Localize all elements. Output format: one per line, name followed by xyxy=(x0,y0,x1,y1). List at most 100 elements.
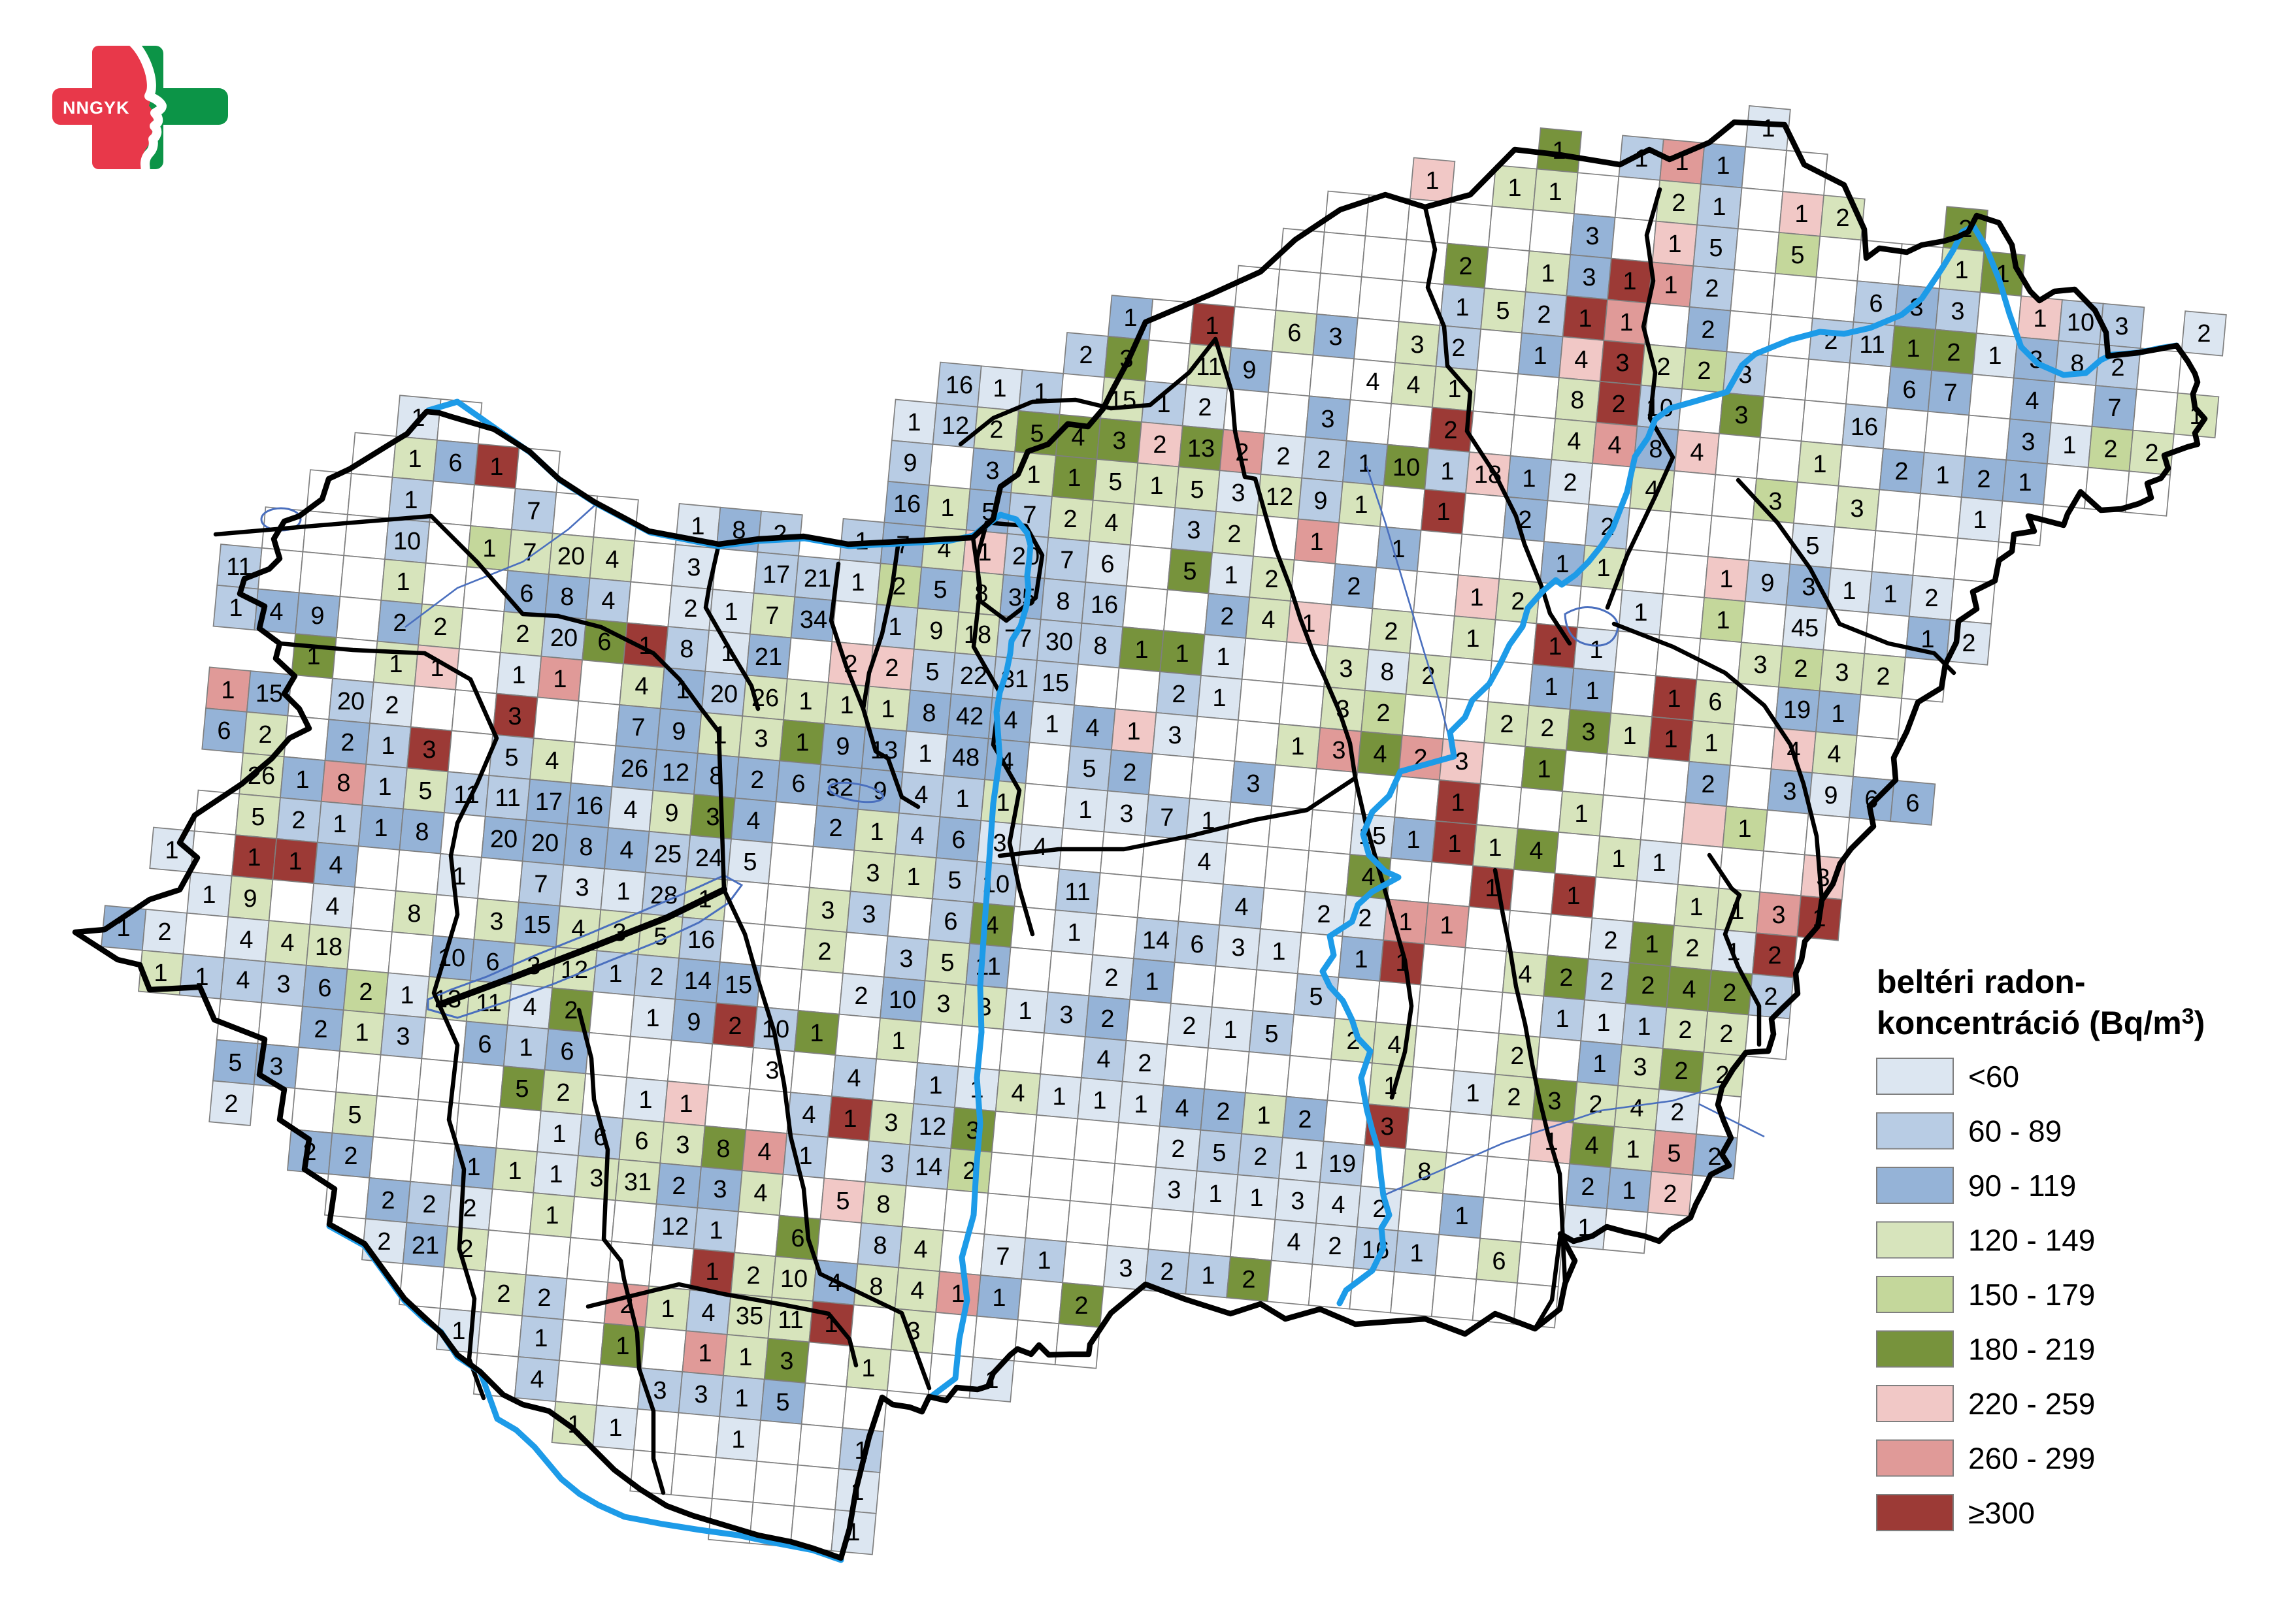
svg-text:1: 1 xyxy=(1409,1240,1423,1267)
svg-text:3: 3 xyxy=(993,830,1006,857)
svg-text:4: 4 xyxy=(753,1180,767,1207)
svg-text:2: 2 xyxy=(1328,1233,1342,1260)
svg-text:1: 1 xyxy=(1973,506,1986,534)
svg-text:6: 6 xyxy=(448,449,462,477)
svg-text:2: 2 xyxy=(1685,935,1699,962)
svg-text:3: 3 xyxy=(765,1057,779,1084)
svg-text:2: 2 xyxy=(1894,458,1908,485)
svg-text:4: 4 xyxy=(1373,741,1387,768)
svg-text:5: 5 xyxy=(1790,242,1804,269)
svg-text:1: 1 xyxy=(1440,458,1454,485)
svg-text:2: 2 xyxy=(1220,603,1234,630)
svg-text:1: 1 xyxy=(1552,137,1566,165)
svg-text:3: 3 xyxy=(2115,313,2128,340)
svg-text:4: 4 xyxy=(605,546,619,574)
svg-text:3: 3 xyxy=(1783,778,1796,805)
svg-text:1: 1 xyxy=(1704,730,1718,757)
svg-text:8: 8 xyxy=(873,1232,887,1259)
svg-text:2: 2 xyxy=(564,997,578,1024)
svg-text:1: 1 xyxy=(1689,894,1703,921)
svg-text:6: 6 xyxy=(1869,290,1883,317)
svg-text:1: 1 xyxy=(1440,912,1453,939)
svg-text:1: 1 xyxy=(1667,685,1681,713)
svg-text:1: 1 xyxy=(1134,1091,1147,1118)
svg-text:5: 5 xyxy=(1183,558,1196,585)
svg-text:6: 6 xyxy=(1100,551,1114,578)
svg-text:4: 4 xyxy=(1096,1046,1110,1073)
svg-text:4: 4 xyxy=(236,967,250,994)
svg-text:2: 2 xyxy=(1701,771,1715,798)
svg-text:4: 4 xyxy=(802,1101,816,1129)
svg-text:2: 2 xyxy=(1611,391,1625,418)
svg-text:2: 2 xyxy=(537,1284,551,1312)
svg-text:5: 5 xyxy=(504,744,518,771)
svg-text:2: 2 xyxy=(359,979,372,1006)
svg-text:1: 1 xyxy=(1272,938,1285,966)
svg-text:7: 7 xyxy=(534,871,548,898)
svg-text:2: 2 xyxy=(1100,1005,1114,1033)
svg-text:1: 1 xyxy=(195,964,208,991)
svg-text:8: 8 xyxy=(1093,632,1107,660)
svg-text:1: 1 xyxy=(1622,1177,1636,1205)
svg-text:<60: <60 xyxy=(1968,1060,2019,1094)
svg-text:3: 3 xyxy=(1615,349,1629,377)
svg-text:6: 6 xyxy=(1287,319,1301,347)
svg-text:4: 4 xyxy=(1085,715,1099,742)
svg-text:2: 2 xyxy=(650,964,663,991)
svg-text:6: 6 xyxy=(519,580,533,608)
svg-text:8: 8 xyxy=(560,583,574,611)
svg-text:4: 4 xyxy=(1000,748,1014,775)
svg-text:17: 17 xyxy=(535,788,563,816)
svg-text:1: 1 xyxy=(799,688,812,715)
svg-text:16: 16 xyxy=(946,372,973,399)
svg-text:4: 4 xyxy=(1827,741,1841,768)
svg-text:1: 1 xyxy=(1201,1262,1215,1290)
svg-text:1: 1 xyxy=(724,598,738,626)
svg-text:3: 3 xyxy=(1633,1054,1647,1081)
svg-text:20: 20 xyxy=(710,681,738,708)
svg-text:10: 10 xyxy=(889,986,916,1014)
svg-text:1: 1 xyxy=(851,569,865,596)
svg-text:5: 5 xyxy=(1030,420,1044,447)
svg-text:1: 1 xyxy=(400,982,414,1009)
svg-text:1: 1 xyxy=(1716,152,1730,180)
svg-text:5: 5 xyxy=(228,1049,242,1077)
svg-text:3: 3 xyxy=(884,1109,898,1137)
svg-text:8: 8 xyxy=(1649,436,1662,463)
svg-text:1: 1 xyxy=(992,1284,1006,1312)
svg-text:2: 2 xyxy=(1347,573,1360,600)
svg-text:1: 1 xyxy=(1920,626,1934,653)
svg-text:4: 4 xyxy=(1033,834,1047,861)
svg-text:1: 1 xyxy=(1078,796,1092,824)
svg-text:260 - 299: 260 - 299 xyxy=(1968,1442,2095,1476)
svg-text:9: 9 xyxy=(929,617,943,645)
svg-text:2: 2 xyxy=(854,983,868,1010)
svg-text:1: 1 xyxy=(616,878,630,905)
svg-text:3: 3 xyxy=(899,945,913,973)
svg-text:2: 2 xyxy=(1242,1266,1255,1293)
svg-text:1: 1 xyxy=(519,1034,533,1062)
svg-text:6: 6 xyxy=(560,1038,574,1065)
svg-text:4: 4 xyxy=(530,1366,544,1393)
svg-text:6: 6 xyxy=(478,1031,491,1058)
svg-text:1: 1 xyxy=(1533,342,1547,370)
svg-text:2: 2 xyxy=(1317,446,1330,474)
svg-text:7: 7 xyxy=(2107,395,2121,422)
svg-text:4: 4 xyxy=(1004,707,1017,734)
svg-text:2: 2 xyxy=(885,655,898,682)
svg-text:3: 3 xyxy=(1246,770,1260,798)
svg-text:1: 1 xyxy=(870,819,883,846)
svg-text:1: 1 xyxy=(1589,636,1603,664)
svg-text:21: 21 xyxy=(755,643,782,671)
svg-text:2: 2 xyxy=(1764,983,1777,1011)
svg-text:26: 26 xyxy=(621,755,648,783)
svg-text:1: 1 xyxy=(1716,607,1730,634)
svg-text:12: 12 xyxy=(661,1213,689,1241)
svg-text:3: 3 xyxy=(1951,298,1964,325)
svg-text:1: 1 xyxy=(1216,643,1230,671)
svg-text:2: 2 xyxy=(1836,204,1849,232)
svg-text:9: 9 xyxy=(243,885,257,913)
svg-text:9: 9 xyxy=(1760,570,1774,597)
svg-text:4: 4 xyxy=(1011,1080,1025,1107)
svg-text:4: 4 xyxy=(1104,510,1118,537)
